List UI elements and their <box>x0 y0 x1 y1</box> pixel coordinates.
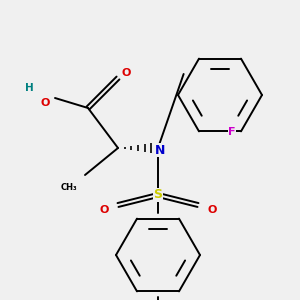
Text: H: H <box>25 83 33 93</box>
Text: CH₃: CH₃ <box>61 182 77 191</box>
Text: O: O <box>40 98 50 108</box>
Text: S: S <box>154 188 163 202</box>
Text: O: O <box>99 205 109 215</box>
Text: O: O <box>121 68 131 78</box>
Text: F: F <box>228 127 236 137</box>
Text: O: O <box>207 205 217 215</box>
Text: N: N <box>155 143 165 157</box>
